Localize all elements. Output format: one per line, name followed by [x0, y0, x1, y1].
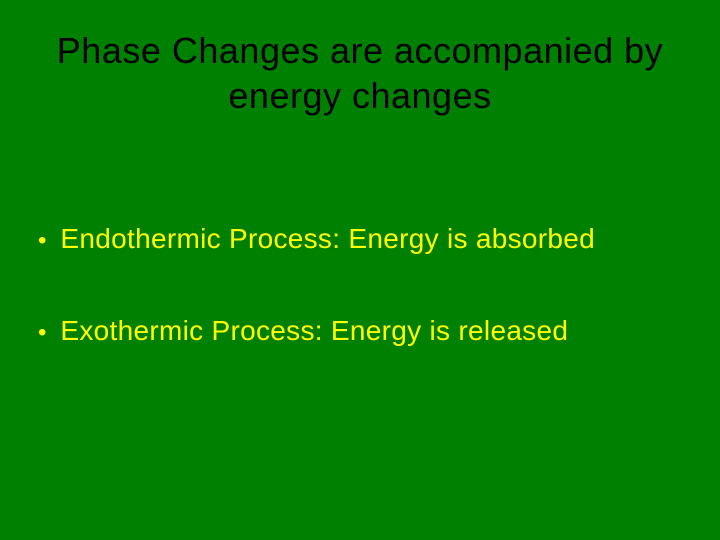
slide-container: Phase Changes are accompanied by energy …	[0, 0, 720, 540]
bullet-icon: •	[38, 319, 46, 347]
list-item: • Exothermic Process: Energy is released	[38, 315, 690, 347]
slide-title: Phase Changes are accompanied by energy …	[30, 28, 690, 118]
bullet-text: Endothermic Process: Energy is absorbed	[60, 223, 595, 255]
bullet-icon: •	[38, 227, 46, 255]
list-item: • Endothermic Process: Energy is absorbe…	[38, 223, 690, 255]
bullet-text: Exothermic Process: Energy is released	[60, 315, 568, 347]
bullet-list: • Endothermic Process: Energy is absorbe…	[30, 223, 690, 347]
